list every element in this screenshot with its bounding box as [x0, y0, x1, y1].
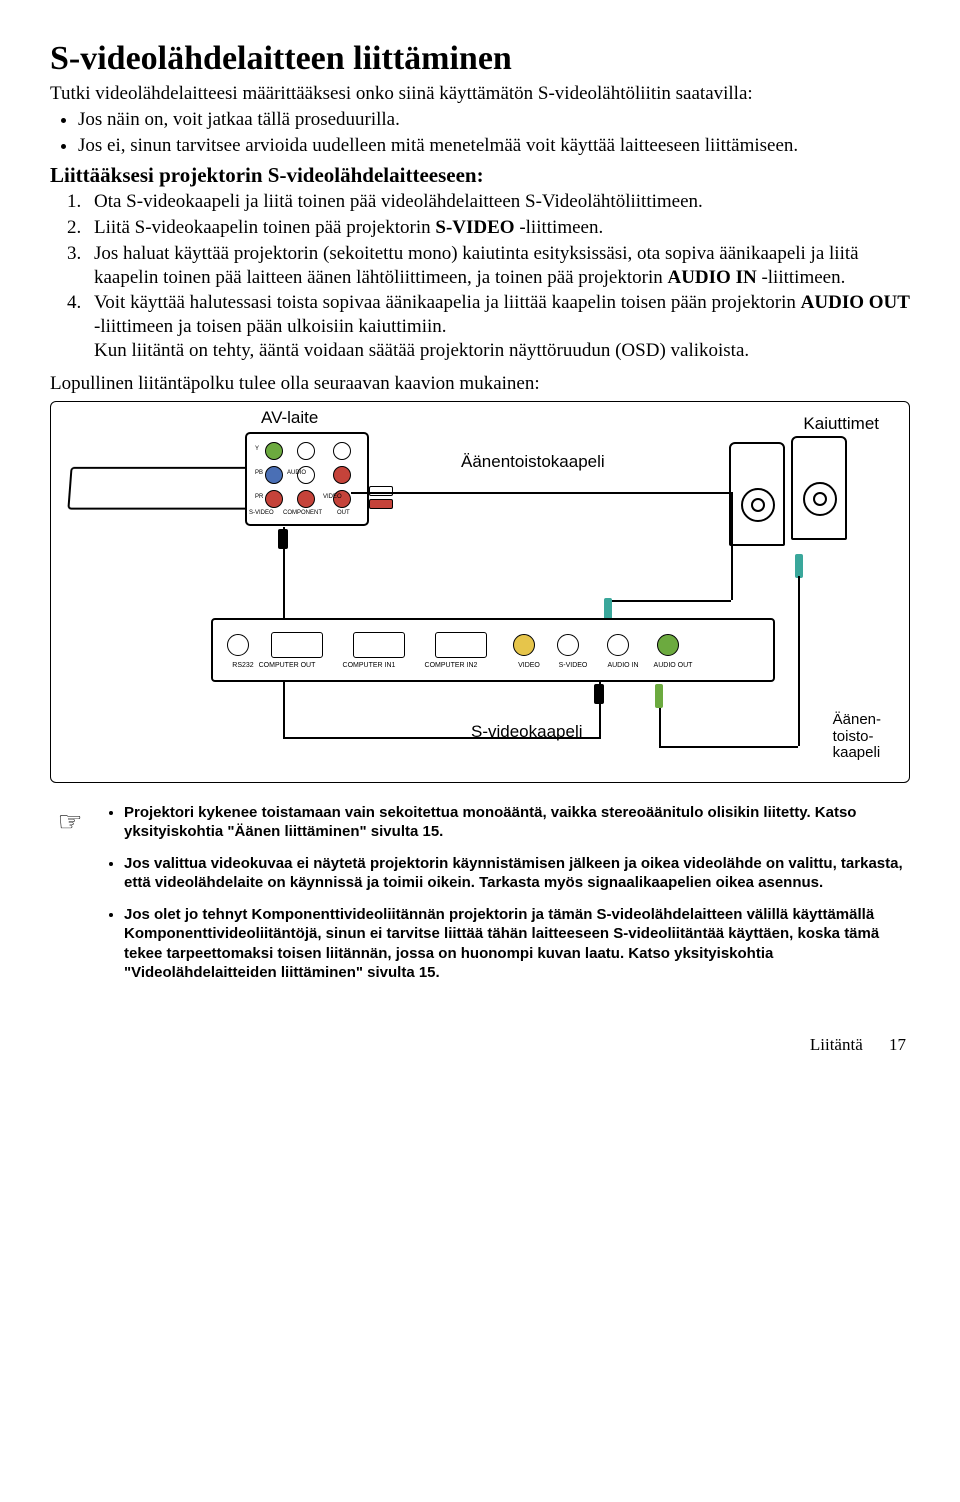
- note-link: "Videolähdelaitteiden liittäminen" sivul…: [124, 964, 436, 981]
- projector-port: [513, 634, 535, 656]
- speaker-teal-plug: [795, 554, 803, 578]
- step-item: Voit käyttää halutessasi toista sopivaa …: [86, 291, 910, 362]
- av-device-label: AV-laite: [261, 408, 318, 428]
- projector-port-label: AUDIO OUT: [643, 662, 703, 669]
- projector-port: [435, 632, 487, 658]
- subheading: Liittääksesi projektorin S-videolähdelai…: [50, 163, 910, 188]
- footer-page-number: 17: [889, 1035, 906, 1054]
- audio-cable-label: Äänentoistokaapeli: [461, 452, 605, 472]
- audio-out-cable-label: Äänen-toisto-kaapeli: [833, 712, 881, 762]
- av-port: [265, 466, 283, 484]
- projector-port: [557, 634, 579, 656]
- note-item: Jos olet jo tehnyt Komponenttivideoliitä…: [124, 905, 910, 983]
- connection-diagram: AV-laite Kaiuttimet Äänentoistokaapeli S…: [50, 401, 910, 783]
- audio-cable-down: [731, 492, 733, 600]
- av-port: [265, 442, 283, 460]
- projector-back-panel: RS232COMPUTER OUTCOMPUTER IN1COMPUTER IN…: [211, 618, 775, 682]
- av-port: [333, 442, 351, 460]
- notes-section: ☞ Projektori kykenee toistamaan vain sek…: [50, 803, 910, 995]
- av-device-graphic: YPBPRAUDIOVIDEOS-VIDEOCOMPONENTOUT: [69, 432, 369, 527]
- intro-bullet: Jos näin on, voit jatkaa tällä proseduur…: [78, 108, 910, 132]
- note-link: "Äänen liittäminen" sivulta 15: [227, 823, 439, 840]
- intro-text: Tutki videolähdelaitteesi määrittääksesi…: [50, 82, 910, 106]
- projector-port: [657, 634, 679, 656]
- svideo-plug-projector: [594, 684, 604, 704]
- note-item: Projektori kykenee toistamaan vain sekoi…: [124, 803, 910, 842]
- av-port: [333, 466, 351, 484]
- audio-cable-turn: [608, 600, 731, 602]
- diagram-caption: Lopullinen liitäntäpolku tulee olla seur…: [50, 373, 910, 395]
- av-port: [297, 490, 315, 508]
- page-title: S-videolähdelaitteen liittäminen: [50, 40, 910, 78]
- projector-port-label: COMPUTER IN1: [339, 662, 399, 669]
- speakers-graphic: [729, 436, 869, 556]
- page-footer: Liitäntä 17: [50, 1035, 910, 1055]
- projector-port: [353, 632, 405, 658]
- av-port: [297, 442, 315, 460]
- projector-port: [271, 632, 323, 658]
- step-item: Ota S-videokaapeli ja liitä toinen pää v…: [86, 190, 910, 214]
- projector-port-label: COMPUTER OUT: [257, 662, 317, 669]
- hand-icon: ☞: [50, 803, 90, 995]
- audio-out-cable-h: [659, 746, 798, 748]
- audio-cable-line: [351, 492, 731, 494]
- audio-out-green-plug: [655, 684, 663, 708]
- rca-red-plug: [369, 499, 393, 509]
- projector-port-label: COMPUTER IN2: [421, 662, 481, 669]
- step-item: Liitä S-videokaapelin toinen pää projekt…: [86, 216, 910, 240]
- svideo-cable-h: [283, 737, 601, 739]
- intro-bullet: Jos ei, sinun tarvitsee arvioida uudelle…: [78, 134, 910, 158]
- intro-bullets: Jos näin on, voit jatkaa tällä proseduur…: [50, 108, 910, 158]
- audio-out-cable-v1: [798, 576, 800, 746]
- footer-section: Liitäntä: [810, 1035, 863, 1054]
- av-port: [265, 490, 283, 508]
- svideo-cable-label: S-videokaapeli: [471, 722, 583, 742]
- steps-list: Ota S-videokaapeli ja liitä toinen pää v…: [50, 190, 910, 362]
- note-item: Jos valittua videokuvaa ei näytetä proje…: [124, 854, 910, 893]
- step-item: Jos haluat käyttää projektorin (sekoitet…: [86, 242, 910, 290]
- rca-white-plug: [369, 486, 393, 496]
- projector-port: [607, 634, 629, 656]
- projector-port: [227, 634, 249, 656]
- speakers-label: Kaiuttimet: [803, 414, 879, 434]
